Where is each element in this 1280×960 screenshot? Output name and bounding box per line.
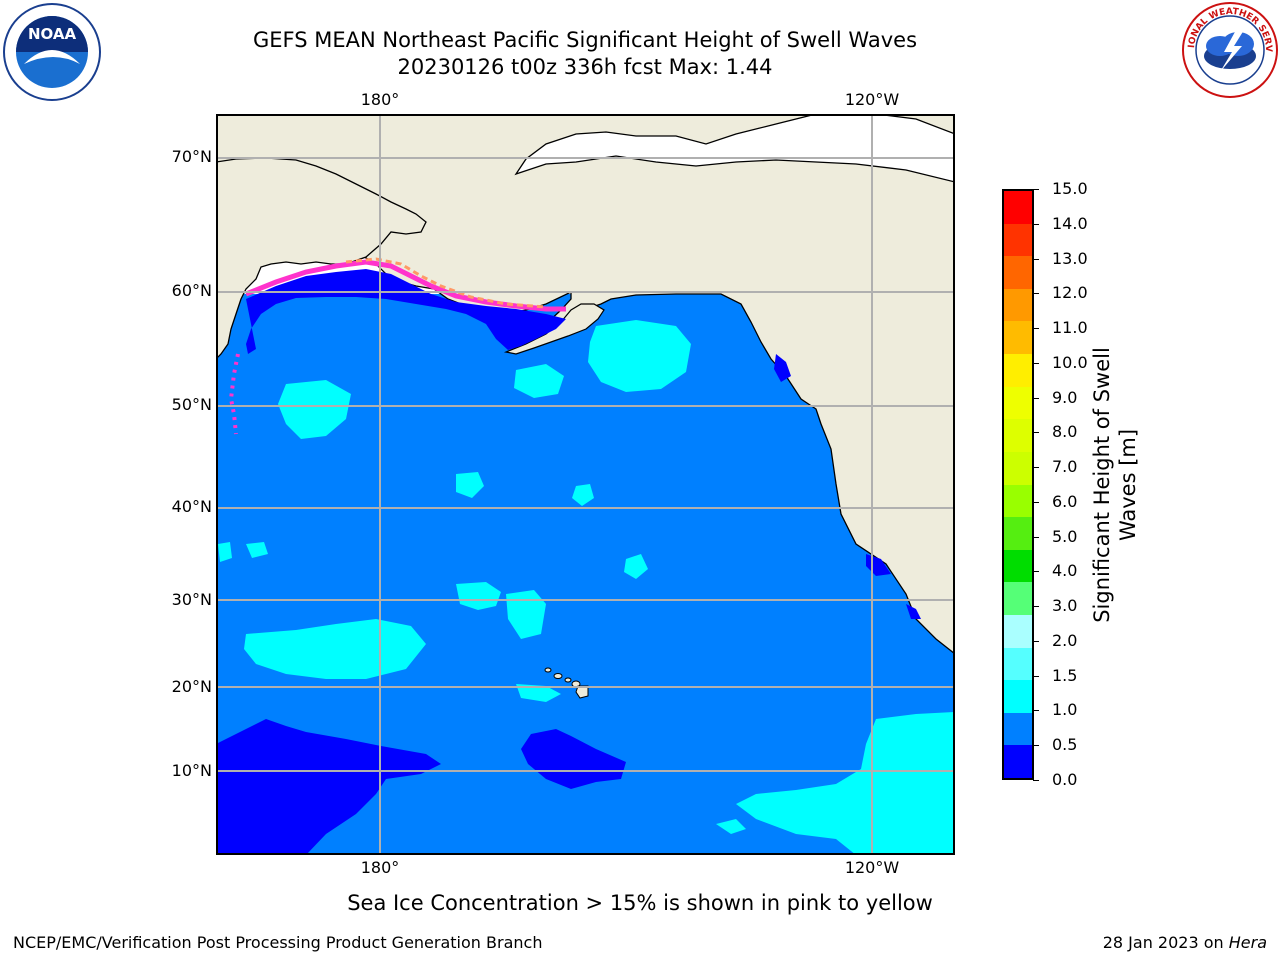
colorbar-tick-mark	[1033, 223, 1039, 225]
low-swell-patches	[217, 354, 921, 854]
colorbar-segment	[1004, 647, 1032, 681]
colorbar-tick-label: 0.0	[1052, 770, 1078, 789]
colorbar-tick-mark	[1033, 397, 1039, 399]
colorbar-tick-label: 3.0	[1052, 596, 1078, 616]
colorbar-tick-label: 8.0	[1052, 422, 1078, 442]
lat-label-50n: 50°N	[171, 395, 212, 414]
colorbar-segment	[1004, 191, 1032, 225]
lat-label-70n: 70°N	[171, 147, 212, 166]
colorbar-tick-mark	[1033, 606, 1039, 608]
lat-label-60n: 60°N	[171, 281, 212, 300]
colorbar-tick-mark	[1033, 362, 1039, 364]
colorbar-label-line1: Significant Height of Swell	[1090, 347, 1114, 623]
colorbar-segment	[1004, 614, 1032, 649]
colorbar-tick-label: 9.0	[1052, 387, 1078, 407]
map-graticule	[217, 115, 954, 854]
colorbar-segment	[1004, 680, 1032, 714]
lon-label-bottom-120w: 120°W	[844, 858, 900, 877]
colorbar-tick-mark	[1033, 710, 1039, 712]
colorbar-segment	[1004, 451, 1032, 485]
colorbar-tick-label: 7.0	[1052, 457, 1078, 477]
colorbar-segment	[1004, 223, 1032, 257]
colorbar-tick-label: 1.0	[1052, 700, 1078, 720]
map-frame	[216, 114, 955, 855]
colorbar-segment	[1004, 712, 1032, 746]
colorbar-tick-mark	[1033, 189, 1039, 190]
colorbar-tick-label: 10.0	[1052, 352, 1088, 372]
colorbar-segment	[1004, 256, 1032, 290]
colorbar-segment	[1004, 549, 1032, 583]
lon-label-bottom-180: 180°	[360, 858, 400, 877]
footer-machine: Hera	[1228, 933, 1267, 952]
colorbar-segment	[1004, 517, 1032, 551]
colorbar-segment	[1004, 745, 1032, 779]
noaa-logo: NOAA	[2, 2, 102, 102]
colorbar-tick-mark	[1033, 745, 1039, 747]
colorbar-segment	[1004, 419, 1032, 453]
colorbar-ticks: 15.0 14.0 13.0 12.0 11.0 10.0 9.0 8.0 7.0 6.0 5.0 4…	[1033, 179, 1106, 789]
colorbar-tick-mark	[1033, 432, 1039, 434]
colorbar-tick-label: 13.0	[1052, 248, 1088, 268]
colorbar-tick-mark	[1033, 780, 1039, 781]
colorbar-segment	[1004, 288, 1032, 322]
colorbar-tick-label: 11.0	[1052, 318, 1088, 338]
colorbar-tick-label: 12.0	[1052, 283, 1088, 303]
colorbar-tick-mark	[1033, 501, 1039, 503]
colorbar-tick-label: 14.0	[1052, 213, 1088, 233]
bering-low-swell	[246, 269, 566, 354]
map-subtitle: 20230126 t00z 336h fcst Max: 1.44	[397, 55, 773, 79]
colorbar	[1002, 189, 1034, 780]
colorbar-tick-mark	[1033, 675, 1039, 677]
lon-label-top-180: 180°	[360, 90, 400, 109]
colorbar-tick-label: 4.0	[1052, 561, 1078, 581]
siberia-land	[217, 157, 427, 359]
colorbar-tick-label: 1.5	[1052, 665, 1078, 685]
colorbar-tick-mark	[1033, 571, 1039, 573]
colorbar-tick-label: 5.0	[1052, 526, 1078, 546]
colorbar-tick-mark	[1033, 258, 1039, 260]
colorbar-segment	[1004, 321, 1032, 355]
nws-logo: NATIONAL WEATHER SERVICE	[1176, 0, 1280, 100]
sea-ice-note: Sea Ice Concentration > 15% is shown in …	[347, 891, 933, 915]
lat-label-10n: 10°N	[171, 761, 212, 780]
lat-label-40n: 40°N	[171, 497, 212, 516]
colorbar-tick-mark	[1033, 328, 1039, 330]
colorbar-tick-mark	[1033, 640, 1039, 642]
colorbar-tick-label: 6.0	[1052, 491, 1078, 511]
sea-ice-edge	[245, 259, 566, 312]
footer-date: 28 Jan 2023 on Hera	[1103, 933, 1267, 952]
lon-label-top-120w: 120°W	[844, 90, 900, 109]
colorbar-label-line2: Waves [m]	[1116, 428, 1140, 542]
noaa-logo-text: NOAA	[28, 25, 77, 43]
colorbar-tick-mark	[1033, 293, 1039, 295]
lat-label-20n: 20°N	[171, 677, 212, 696]
colorbar-tick-label: 0.5	[1052, 735, 1078, 755]
colorbar-segment	[1004, 354, 1032, 388]
colorbar-tick-mark	[1033, 536, 1039, 538]
footer-branch: NCEP/EMC/Verification Post Processing Pr…	[13, 933, 543, 952]
map-canvas	[216, 114, 955, 855]
footer-date-text: 28 Jan 2023 on	[1102, 933, 1229, 952]
map-title: GEFS MEAN Northeast Pacific Significant …	[252, 28, 918, 52]
lat-label-30n: 30°N	[171, 590, 212, 609]
colorbar-tick-label: 15.0	[1052, 179, 1088, 198]
colorbar-tick-mark	[1033, 467, 1039, 469]
colorbar-segment	[1004, 386, 1032, 420]
colorbar-segment	[1004, 582, 1032, 616]
map-panel	[216, 114, 955, 855]
colorbar-tick-label: 2.0	[1052, 630, 1078, 650]
colorbar-segment	[1004, 484, 1032, 518]
